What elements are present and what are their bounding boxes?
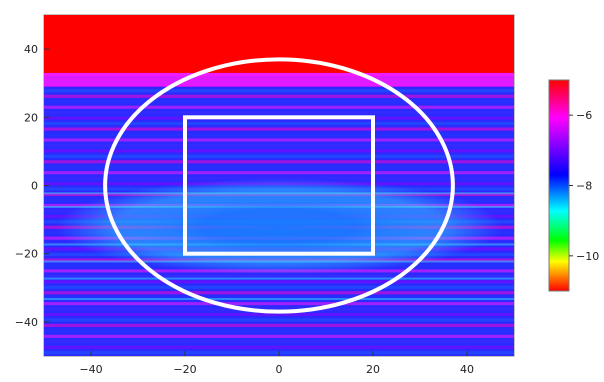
overlay-shapes <box>103 57 455 314</box>
field-stripe <box>44 165 514 169</box>
field-stripe <box>44 307 514 311</box>
field-upper-region <box>44 15 514 73</box>
field-stripe <box>44 280 514 284</box>
field-stripe <box>44 149 514 153</box>
field-stripe <box>44 340 514 344</box>
x-axis: −40 −20 0 20 40 <box>79 351 474 376</box>
field-stripe <box>44 160 514 164</box>
field-stripe <box>44 154 514 158</box>
field-cyan-band <box>44 277 514 280</box>
field-stripe <box>44 285 514 289</box>
field-stripe <box>44 323 514 328</box>
field-stripe <box>44 122 514 126</box>
field-stripe <box>44 302 514 306</box>
field-stripe <box>44 291 514 295</box>
field-low-band <box>55 178 503 275</box>
overlay-rectangle <box>183 115 375 256</box>
field-stripe <box>44 138 514 142</box>
field-stripe <box>44 127 514 131</box>
x-tick-label: 40 <box>460 363 474 376</box>
field-stripe <box>44 105 514 109</box>
x-tick-label: −20 <box>173 363 196 376</box>
field-stripe <box>44 100 514 104</box>
y-tick-label: 0 <box>31 180 38 193</box>
colorbar <box>548 79 570 292</box>
overlay-ellipse <box>103 57 455 314</box>
field-stripe <box>44 313 514 317</box>
y-tick-label: 20 <box>24 111 38 124</box>
x-tick-label: 0 <box>276 363 283 376</box>
colorbar-tick-label: −8 <box>576 180 592 193</box>
y-tick-label: 40 <box>24 43 38 56</box>
field-upper-edge <box>44 72 514 87</box>
field-stripe <box>44 274 514 278</box>
field-stripe <box>44 329 514 333</box>
colorbar-tick-label: −10 <box>576 250 599 263</box>
field-stripe <box>44 345 514 349</box>
y-tick-label: −20 <box>15 248 38 261</box>
field-cyan-band <box>44 298 514 301</box>
field-stripe <box>44 111 514 115</box>
field-stripe <box>44 318 514 322</box>
field-stripe <box>44 176 514 180</box>
field-stripe <box>44 171 514 175</box>
heatmap-field <box>44 15 514 356</box>
field-stripe <box>44 89 514 93</box>
y-tick-label: −40 <box>15 316 38 329</box>
field-stripe <box>44 94 514 98</box>
field-stripe <box>44 334 514 338</box>
colorbar-tick-label: −6 <box>576 109 592 122</box>
x-tick-label: 20 <box>366 363 380 376</box>
y-axis: 40 20 0 −20 −40 <box>15 43 49 329</box>
field-stripe <box>44 143 514 147</box>
colorbar-axis: −6 −8 −10 <box>569 109 599 263</box>
field-stripe <box>44 132 514 137</box>
x-tick-label: −40 <box>79 363 102 376</box>
